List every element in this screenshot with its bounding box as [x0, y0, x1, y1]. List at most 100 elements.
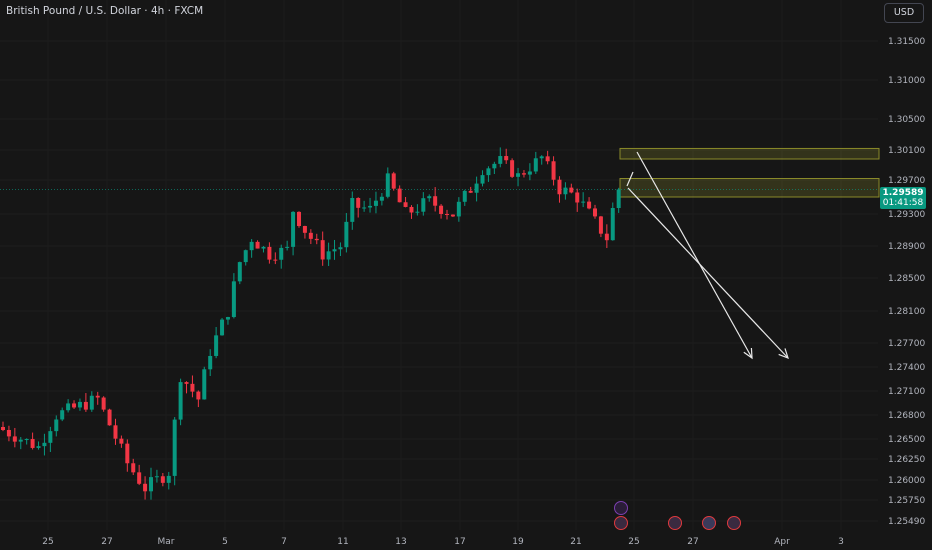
price-axis-label: 1.29700	[888, 176, 925, 186]
candle	[24, 439, 29, 441]
candle	[107, 409, 112, 426]
candle	[149, 477, 153, 492]
time-axis-label: 3	[838, 537, 844, 547]
time-axis-label: 11	[337, 537, 348, 547]
candle	[379, 196, 384, 201]
price-axis-label: 1.26800	[888, 411, 925, 421]
price-axis-label: 1.27700	[888, 339, 925, 349]
candle	[95, 395, 100, 398]
arrow-head	[743, 347, 753, 360]
candle	[587, 201, 592, 209]
candle	[89, 395, 94, 410]
candle	[137, 472, 142, 484]
symbol-title: British Pound / U.S. Dollar · 4h · FXCM	[6, 5, 204, 17]
candle	[72, 403, 77, 408]
bar-countdown: 01:41:58	[882, 198, 924, 208]
forecast-line	[626, 171, 634, 187]
candle	[480, 175, 485, 184]
price-axis-label: 1.30100	[888, 146, 925, 156]
candle	[575, 192, 580, 203]
candle	[516, 173, 521, 177]
price-axis-label: 1.29300	[888, 210, 925, 220]
candle	[214, 335, 219, 356]
candle	[338, 247, 343, 250]
candle	[409, 206, 414, 213]
candle	[172, 419, 177, 476]
candle	[113, 425, 118, 439]
time-axis-label: 7	[281, 537, 287, 547]
price-axis-label: 1.31500	[888, 37, 925, 47]
supply-zone	[619, 178, 880, 198]
candle	[385, 173, 390, 197]
forecast-arrow	[627, 187, 789, 359]
candle	[598, 216, 603, 234]
flash-icon[interactable]	[614, 501, 628, 515]
candle	[427, 196, 432, 199]
currency-button[interactable]: USD	[884, 3, 924, 23]
candle	[18, 439, 23, 442]
price-axis-label: 1.31000	[888, 76, 925, 86]
uk-flag-icon[interactable]	[668, 516, 682, 530]
uk-flag-icon[interactable]	[614, 516, 628, 530]
time-axis-label: 19	[512, 537, 524, 547]
candle	[581, 201, 586, 203]
candle	[492, 163, 497, 169]
price-axis-label: 1.27400	[888, 363, 925, 373]
candle	[160, 476, 165, 483]
time-axis-label: 17	[454, 537, 465, 547]
candle	[202, 369, 207, 400]
us-flag-icon[interactable]	[702, 516, 716, 530]
price-axis-label: 1.26000	[888, 476, 925, 486]
current-price-label: 1.29589 01:41:58	[880, 187, 926, 209]
candle	[474, 183, 479, 193]
uk-flag-icon[interactable]	[727, 516, 741, 530]
candle	[166, 475, 171, 483]
candle	[397, 188, 402, 203]
candle	[545, 156, 550, 162]
candle	[320, 240, 325, 260]
price-axis-label: 1.30500	[888, 115, 925, 125]
candle	[415, 211, 420, 213]
candle	[604, 233, 609, 241]
candle	[314, 238, 319, 241]
price-axis-label: 1.26250	[888, 455, 925, 465]
candle	[237, 262, 242, 282]
candle	[60, 410, 65, 420]
candle	[551, 161, 556, 180]
candle	[30, 439, 35, 448]
candle	[255, 241, 260, 249]
candle	[504, 156, 509, 161]
candle	[101, 397, 106, 410]
candle	[450, 214, 455, 217]
candle	[373, 200, 378, 206]
time-axis-label: 25	[42, 537, 53, 547]
candle	[350, 198, 355, 222]
candle	[563, 187, 568, 195]
candle	[539, 156, 544, 159]
candle	[243, 250, 248, 263]
candle	[326, 251, 331, 260]
candle	[297, 211, 301, 227]
candle	[131, 463, 136, 473]
price-axis-label: 1.28900	[888, 242, 925, 252]
price-axis-label: 1.25750	[888, 496, 925, 506]
forecast-arrow	[636, 151, 753, 359]
time-axis-label: 21	[570, 537, 581, 547]
candle	[285, 246, 290, 248]
candle	[178, 382, 183, 420]
price-axis-label: 1.28100	[888, 307, 925, 317]
candle	[557, 179, 562, 195]
candle	[261, 246, 266, 249]
candle	[54, 419, 59, 432]
candle	[42, 442, 47, 447]
candle	[184, 382, 189, 384]
candle	[267, 246, 272, 260]
candle	[119, 438, 124, 444]
time-axis-label: 27	[101, 537, 112, 547]
time-axis-label: 27	[687, 537, 698, 547]
candle	[208, 355, 213, 370]
candle	[279, 247, 284, 260]
candle	[533, 158, 538, 172]
candle	[12, 436, 17, 442]
